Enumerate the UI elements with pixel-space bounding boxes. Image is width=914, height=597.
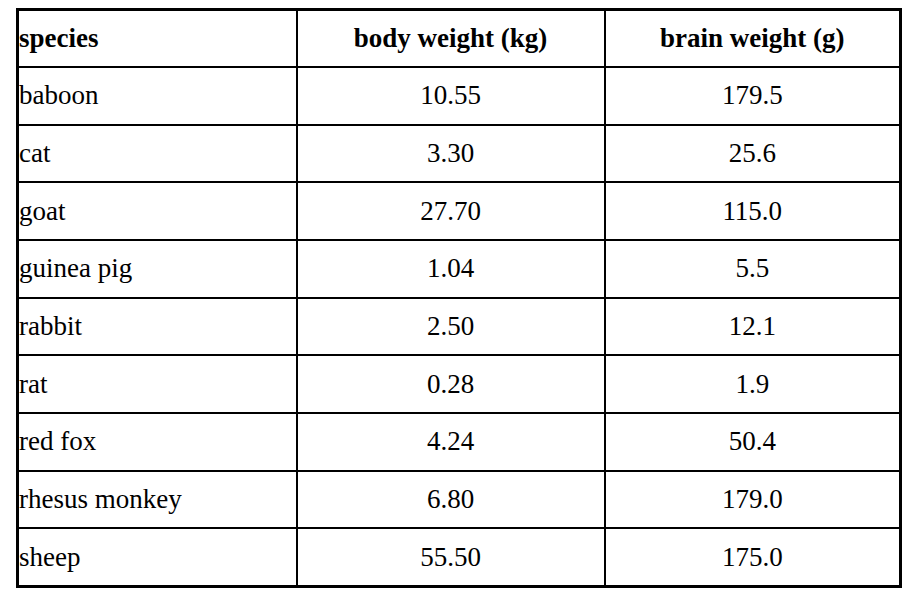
column-header-species: species [18, 10, 297, 68]
cell-species: red fox [18, 413, 297, 471]
cell-brain-weight: 1.9 [605, 355, 901, 413]
cell-brain-weight: 175.0 [605, 528, 901, 586]
cell-body-weight: 2.50 [297, 298, 605, 356]
table-row: sheep 55.50 175.0 [18, 528, 901, 586]
cell-brain-weight: 179.0 [605, 471, 901, 529]
cell-brain-weight: 5.5 [605, 240, 901, 298]
cell-brain-weight: 179.5 [605, 67, 901, 125]
cell-body-weight: 1.04 [297, 240, 605, 298]
column-header-body-weight: body weight (kg) [297, 10, 605, 68]
cell-species: rat [18, 355, 297, 413]
cell-species: goat [18, 182, 297, 240]
table-row: cat 3.30 25.6 [18, 125, 901, 183]
cell-body-weight: 55.50 [297, 528, 605, 586]
header-row: species body weight (kg) brain weight (g… [18, 10, 901, 68]
cell-species: baboon [18, 67, 297, 125]
cell-brain-weight: 25.6 [605, 125, 901, 183]
table-row: rat 0.28 1.9 [18, 355, 901, 413]
cell-species: rhesus monkey [18, 471, 297, 529]
cell-body-weight: 3.30 [297, 125, 605, 183]
species-weights-table: species body weight (kg) brain weight (g… [16, 8, 902, 588]
cell-body-weight: 0.28 [297, 355, 605, 413]
table-row: rabbit 2.50 12.1 [18, 298, 901, 356]
cell-body-weight: 4.24 [297, 413, 605, 471]
cell-body-weight: 10.55 [297, 67, 605, 125]
cell-brain-weight: 12.1 [605, 298, 901, 356]
cell-body-weight: 27.70 [297, 182, 605, 240]
table-row: red fox 4.24 50.4 [18, 413, 901, 471]
table-row: baboon 10.55 179.5 [18, 67, 901, 125]
cell-body-weight: 6.80 [297, 471, 605, 529]
column-header-brain-weight: brain weight (g) [605, 10, 901, 68]
cell-species: guinea pig [18, 240, 297, 298]
cell-brain-weight: 50.4 [605, 413, 901, 471]
table-row: goat 27.70 115.0 [18, 182, 901, 240]
cell-species: cat [18, 125, 297, 183]
cell-brain-weight: 115.0 [605, 182, 901, 240]
table-row: guinea pig 1.04 5.5 [18, 240, 901, 298]
table-row: rhesus monkey 6.80 179.0 [18, 471, 901, 529]
cell-species: sheep [18, 528, 297, 586]
cell-species: rabbit [18, 298, 297, 356]
